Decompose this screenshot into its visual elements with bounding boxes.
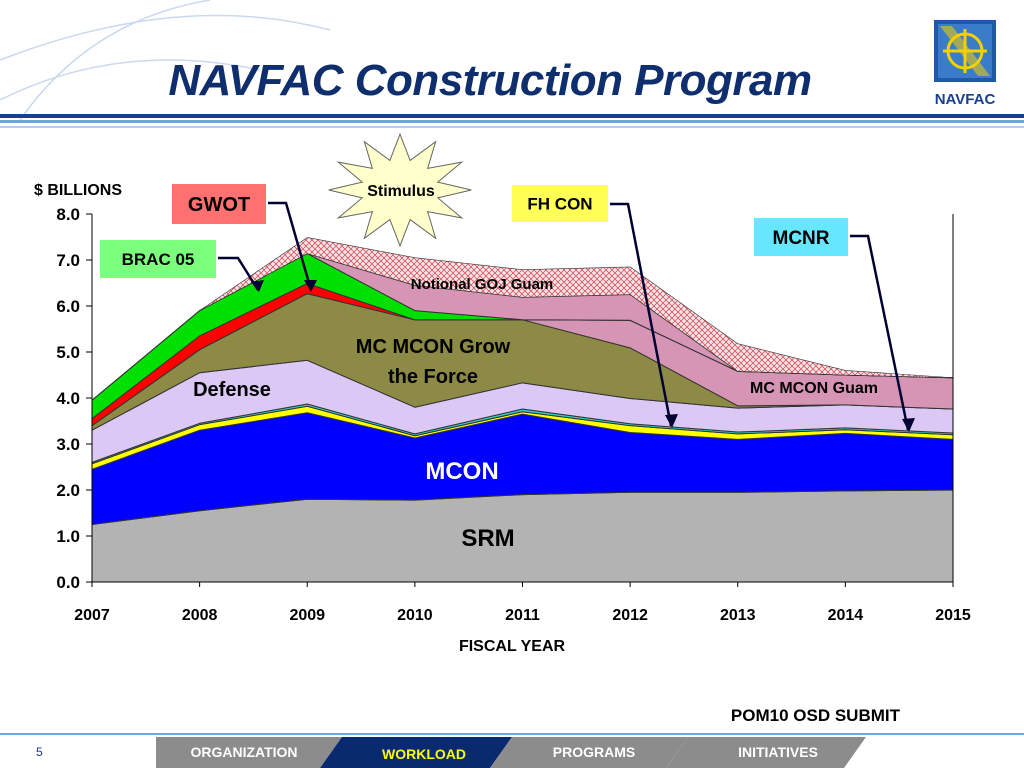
label-brac05-box xyxy=(100,240,216,278)
mcnr-leader xyxy=(850,234,910,431)
y-tick-label: 2.0 xyxy=(56,481,80,500)
label-gwot: GWOT xyxy=(188,194,250,216)
x-tick-label: 2015 xyxy=(935,607,971,624)
label-mcnr: MCNR xyxy=(773,228,830,249)
x-axis-title: FISCAL YEAR xyxy=(459,638,566,655)
label-brac05: BRAC 05 xyxy=(122,250,195,269)
y-tick-label: 5.0 xyxy=(56,343,80,362)
tab-workload[interactable]: WORKLOAD xyxy=(382,746,466,762)
tab-initiatives[interactable]: INITIATIVES xyxy=(738,744,818,760)
tab-programs[interactable]: PROGRAMS xyxy=(553,744,635,760)
brac-arrowhead xyxy=(251,280,264,292)
label-defense: Defense xyxy=(193,379,271,401)
fhcon-leader xyxy=(610,202,673,427)
x-tick-label: 2011 xyxy=(505,607,540,624)
fhcon-arrowhead xyxy=(665,414,678,428)
bottom-nav: ORGANIZATION WORKLOAD PROGRAMS INITIATIV… xyxy=(0,733,1024,768)
label-gwot-box xyxy=(172,184,266,224)
label-mcnr-box xyxy=(754,218,848,256)
header-rule xyxy=(0,114,1024,128)
mcnr-arrowhead xyxy=(902,418,915,432)
stimulus-burst xyxy=(328,132,472,248)
brac-leader xyxy=(218,256,260,291)
tab-programs-bg[interactable] xyxy=(490,737,688,768)
tab-initiatives-bg[interactable] xyxy=(666,737,866,768)
construction-program-chart: 0.0 1.0 2.0 3.0 4.0 5.0 6.0 7.0 8.0 2007 2008 2009 2… xyxy=(34,132,971,655)
label-mc-mcon-guam: MC MCON Guam xyxy=(750,380,878,397)
y-tick-label: 6.0 xyxy=(56,297,80,316)
y-tick-label: 0.0 xyxy=(56,573,80,592)
x-tick-label: 2013 xyxy=(720,607,756,624)
x-tick-label: 2007 xyxy=(74,607,110,624)
footnote: POM10 OSD SUBMIT xyxy=(730,706,900,725)
label-srm: SRM xyxy=(461,525,514,552)
y-tick-label: 7.0 xyxy=(56,251,80,270)
label-stimulus: Stimulus xyxy=(367,183,435,200)
y-axis-title: $ BILLIONS xyxy=(34,182,122,199)
y-tick-label: 4.0 xyxy=(56,389,80,408)
label-fhcon-box xyxy=(512,185,608,222)
navfac-logo: NAVFAC xyxy=(934,20,996,108)
slide-title: NAVFAC Construction Program xyxy=(168,56,812,105)
page-number: 5 xyxy=(36,745,43,759)
x-tick-label: 2009 xyxy=(289,607,325,624)
x-tick-label: 2010 xyxy=(397,607,433,624)
y-tick-label: 3.0 xyxy=(56,435,80,454)
label-mcon-grow-line2: the Force xyxy=(388,366,478,388)
y-tick-label: 1.0 xyxy=(56,527,80,546)
background-swooshes xyxy=(0,0,331,121)
y-tick-label: 8.0 xyxy=(56,205,80,224)
x-tick-label: 2008 xyxy=(182,607,218,624)
tab-organization[interactable]: ORGANIZATION xyxy=(190,744,297,760)
tab-organization-bg[interactable] xyxy=(156,737,342,768)
label-mcon: MCON xyxy=(425,458,498,485)
label-mcon-grow-line1: MC MCON Grow xyxy=(356,336,511,358)
label-fhcon: FH CON xyxy=(527,195,592,214)
gwot-leader xyxy=(268,201,313,291)
label-notional-goj-guam: Notional GOJ Guam xyxy=(411,276,554,293)
logo-wordmark: NAVFAC xyxy=(935,91,996,108)
x-tick-label: 2012 xyxy=(612,607,648,624)
gwot-arrowhead xyxy=(304,280,317,292)
tab-workload-bg[interactable] xyxy=(320,737,512,768)
x-tick-label: 2014 xyxy=(828,607,864,624)
